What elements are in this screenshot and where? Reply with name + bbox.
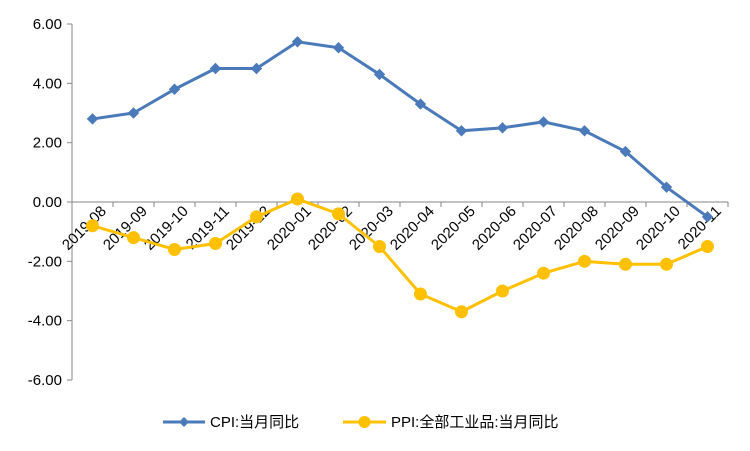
data-point [291,192,304,206]
data-point [701,240,714,253]
x-tick-label: 2020-03 [346,203,397,254]
series-layer [86,36,714,319]
data-point [250,210,263,224]
data-point [127,107,140,119]
data-point [332,207,345,221]
series-line [92,40,709,219]
data-point [86,219,99,233]
x-tick-label: 2020-05 [428,203,479,254]
data-point [168,242,181,256]
x-tick-label: 2020-06 [469,203,520,254]
data-point [373,68,386,81]
y-axis: 6.00 4.00 2.00 0.00 -2.00 -4.00 -6.00 [28,16,73,389]
y-tick-label: 6.00 [33,16,62,33]
y-tick-label: -2.00 [28,253,62,270]
data-point [660,257,673,271]
data-point [537,266,550,280]
data-point [414,98,427,110]
x-tick-label: 2020-08 [551,203,602,254]
data-point [578,254,591,268]
legend-item-2: PPI:全部工业品:当月同比 [343,413,559,431]
data-point [619,257,632,271]
x-tick-label: 2020-07 [510,203,561,254]
y-tick-label: 4.00 [33,75,62,92]
data-point [496,122,509,134]
data-point [537,116,550,128]
x-tick-label: 2020-04 [387,203,438,254]
data-point [332,42,345,54]
data-point [701,211,714,223]
series-line [92,197,709,314]
y-tick-label: 2.00 [33,135,62,152]
legend-label: PPI:全部工业品:当月同比 [391,413,559,431]
data-point [455,125,468,137]
y-tick-label: -6.00 [28,372,62,389]
y-tick-label: 0.00 [33,194,62,211]
data-point [127,231,140,245]
x-tick-label: 2020-09 [592,203,643,254]
legend: CPI:当月同比 PPI:全部工业品:当月同比 [163,413,559,431]
legend-marker [358,416,371,428]
data-point [455,305,468,319]
data-point [209,62,222,75]
y-tick-label: -4.00 [28,313,62,330]
series-2 [86,192,714,319]
legend-item-1: CPI:当月同比 [163,414,299,431]
data-point [619,145,632,158]
data-point [250,62,263,75]
data-point [414,287,427,301]
data-point [86,113,99,125]
data-point [496,284,509,298]
data-point [168,83,181,95]
x-tick-label: 2019-12 [223,203,274,254]
x-tick-label: 2020-10 [633,203,684,254]
data-point [578,125,591,137]
legend-marker [179,417,189,427]
legend-label: CPI:当月同比 [210,414,299,431]
data-point [373,240,386,253]
data-point [660,181,673,193]
x-tick-label: 2019-09 [100,203,151,254]
data-point [291,36,304,48]
series-1 [86,36,714,223]
data-point [209,237,222,251]
